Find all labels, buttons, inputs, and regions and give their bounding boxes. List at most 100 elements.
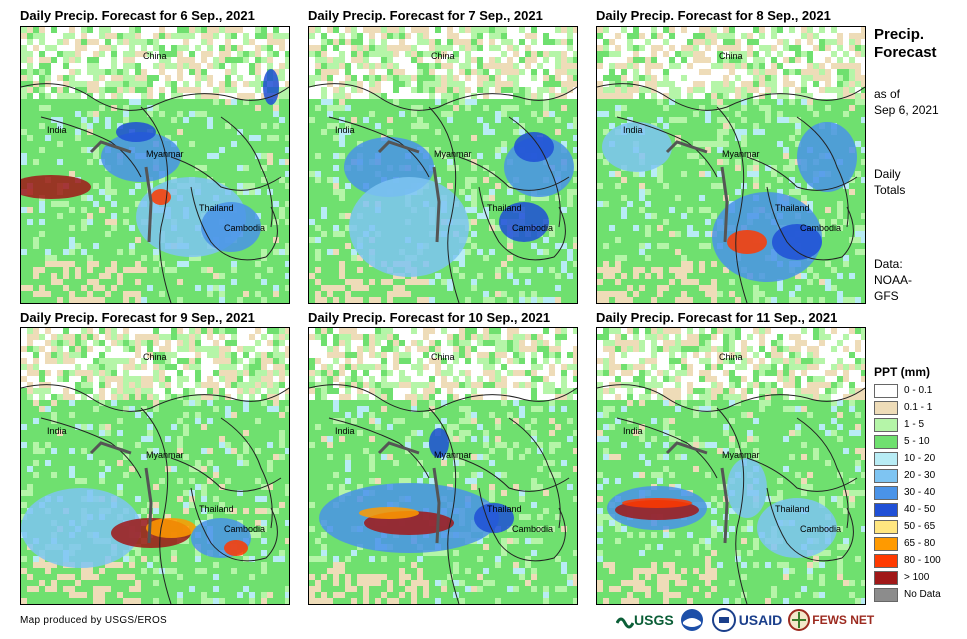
coastline: [377, 140, 441, 243]
country-label-thailand: Thailand: [775, 203, 810, 213]
fewsnet-logo: FEWS NET: [812, 613, 875, 627]
precip-area: [359, 507, 419, 519]
legend-swatch: [874, 434, 898, 449]
country-label-thailand: Thailand: [199, 203, 234, 213]
legend-item: No Data: [874, 586, 941, 603]
coastline: [377, 441, 441, 544]
legend: 0 - 0.1 0.1 - 1 1 - 5 5 - 10 10 - 20 20 - 30 3…: [874, 382, 941, 603]
legend-label: 1 - 5: [904, 419, 925, 430]
panel-title-1: Daily Precip. Forecast for 6 Sep., 2021: [20, 8, 255, 23]
coastline: [665, 441, 729, 544]
country-label-thailand: Thailand: [487, 504, 522, 514]
legend-label: 0.1 - 1: [904, 402, 933, 413]
panel-title-2: Daily Precip. Forecast for 7 Sep., 2021: [308, 8, 543, 23]
legend-item: 65 - 80: [874, 535, 941, 552]
panel-title-3: Daily Precip. Forecast for 8 Sep., 2021: [596, 8, 831, 23]
legend-label: 0 - 0.1: [904, 385, 933, 396]
country-border: [458, 457, 570, 492]
country-label-cambodia: Cambodia: [512, 524, 553, 534]
legend-item: 20 - 30: [874, 467, 941, 484]
usgs-wave-icon: [616, 617, 634, 629]
precip-area: [797, 122, 857, 192]
daily-line-2: Totals: [874, 183, 906, 197]
legend-item: 30 - 40: [874, 484, 941, 501]
precip-area: [772, 224, 822, 260]
country-border: [597, 384, 865, 412]
country-label-india: India: [335, 125, 355, 135]
legend-swatch: [874, 519, 898, 534]
country-border: [796, 116, 849, 228]
legend-swatch: [874, 468, 898, 483]
country-label-myanmar: Myanmar: [146, 450, 184, 460]
precip-area: [21, 488, 141, 568]
legend-label: 50 - 65: [904, 521, 936, 532]
country-label-cambodia: Cambodia: [800, 524, 841, 534]
country-label-cambodia: Cambodia: [224, 524, 265, 534]
precip-area: [101, 132, 181, 182]
country-border: [140, 407, 172, 604]
country-label-thailand: Thailand: [199, 504, 234, 514]
country-border: [508, 116, 561, 228]
country-border: [21, 83, 289, 111]
title-line-1: Precip.: [874, 26, 925, 43]
data-source-note: Data: NOAA- GFS: [874, 256, 912, 304]
legend-item: 5 - 10: [874, 433, 941, 450]
country-label-china: China: [719, 352, 743, 362]
country-border: [478, 487, 566, 562]
precip-area: [263, 69, 279, 105]
country-border: [716, 407, 748, 604]
precip-area: [602, 122, 672, 172]
precip-area: [757, 498, 837, 558]
legend-label: > 100: [904, 572, 930, 583]
country-label-china: China: [143, 352, 167, 362]
legend-swatch: [874, 587, 898, 602]
country-label-thailand: Thailand: [487, 203, 522, 213]
legend-swatch: [874, 502, 898, 517]
country-border: [309, 384, 577, 412]
precip-area: [499, 202, 549, 242]
country-label-myanmar: Myanmar: [434, 450, 472, 460]
country-border: [190, 487, 278, 562]
precip-area: [727, 458, 767, 518]
country-border: [220, 116, 273, 228]
panel-title-5: Daily Precip. Forecast for 10 Sep., 2021: [308, 310, 551, 325]
country-border: [616, 116, 718, 178]
legend-swatch: [874, 570, 898, 585]
forecast-map-6: China India Myanmar Thailand Cambodia: [596, 327, 866, 605]
usaid-logo: USAID: [738, 612, 783, 628]
country-border: [428, 106, 460, 303]
asof-line-2: Sep 6, 2021: [874, 103, 939, 117]
country-label-myanmar: Myanmar: [722, 450, 760, 460]
country-border: [21, 384, 289, 412]
precip-area: [116, 122, 156, 142]
map-main-title: Precip. Forecast: [874, 26, 937, 62]
forecast-map-2: China India Myanmar Thailand Cambodia: [308, 26, 578, 304]
country-border: [508, 417, 561, 529]
legend-item: 0 - 0.1: [874, 382, 941, 399]
legend-label: 10 - 20: [904, 453, 936, 464]
daily-line-1: Daily: [874, 167, 901, 181]
country-border: [309, 83, 577, 111]
data-line-3: GFS: [874, 289, 899, 303]
country-label-china: China: [431, 352, 455, 362]
usaid-seal-icon: [711, 608, 736, 632]
legend-swatch: [874, 553, 898, 568]
country-border: [616, 417, 718, 479]
legend-swatch: [874, 383, 898, 398]
logo-strip: USGS USAID FEWS NET: [616, 606, 880, 634]
data-line-2: NOAA-: [874, 273, 913, 287]
fewsnet-globe-icon: [788, 609, 811, 631]
country-label-india: India: [623, 426, 643, 436]
legend-item: 0.1 - 1: [874, 399, 941, 416]
legend-swatch: [874, 536, 898, 551]
precip-area: [622, 498, 692, 508]
legend-swatch: [874, 400, 898, 415]
country-border: [458, 156, 570, 191]
legend-swatch: [874, 451, 898, 466]
asof-line-1: as of: [874, 87, 901, 101]
legend-item: 40 - 50: [874, 501, 941, 518]
country-label-china: China: [719, 51, 743, 61]
legend-label: 40 - 50: [904, 504, 936, 515]
noaa-logo-icon: [680, 609, 703, 631]
country-border: [597, 83, 865, 111]
